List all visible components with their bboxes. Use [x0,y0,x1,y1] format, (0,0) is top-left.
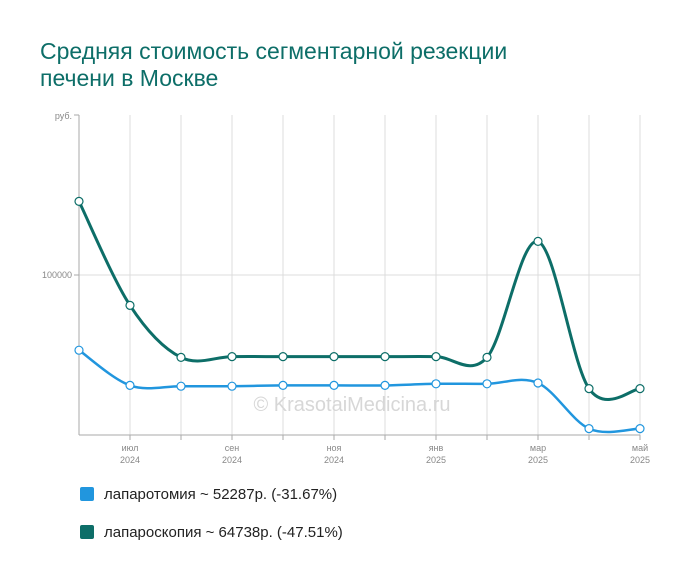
legend-item-laparoscopy[interactable]: лапароскопия ~ 64738р. (-47.51%) [80,522,343,542]
data-point-laparoscopy [584,384,594,394]
x-tick-label-year: 2024 [324,455,344,465]
series-group [74,196,645,434]
series-line-laparotomy [77,348,642,434]
data-point-laparoscopy [533,236,543,246]
legend-label-laparotomy: лапаротомия ~ 52287р. (-31.67%) [104,485,338,503]
y-axis-unit-label: руб. [55,111,72,121]
legend: лапаротомия ~ 52287р. (-31.67%) лапароск… [80,484,343,560]
series-line-laparoscopy [77,199,642,401]
x-tick-label-month: мар [530,443,546,453]
legend-label-laparoscopy: лапароскопия ~ 64738р. (-47.51%) [104,523,343,541]
axes [74,114,641,440]
x-tick-label-month: ноя [327,443,342,453]
data-point-laparotomy [584,424,594,434]
legend-swatch-laparotomy [80,487,94,501]
x-tick-label-month: май [632,443,648,453]
legend-swatch-laparoscopy [80,525,94,539]
chart-title-line-1: Средняя стоимость сегментарной резекции [40,38,508,64]
data-point-laparotomy [380,380,390,390]
data-point-laparotomy [482,379,492,389]
x-tick-label-year: 2024 [222,455,242,465]
data-point-laparotomy [533,378,543,388]
data-point-laparotomy [176,381,186,391]
y-tick-label: 100000 [42,270,72,280]
data-point-laparoscopy [278,352,288,362]
data-point-laparoscopy [482,352,492,362]
x-tick-label-month: янв [429,443,444,453]
data-point-laparoscopy [329,352,339,362]
x-tick-label-month: сен [225,443,240,453]
data-point-laparotomy [278,380,288,390]
legend-item-laparotomy[interactable]: лапаротомия ~ 52287р. (-31.67%) [80,484,343,504]
data-point-laparoscopy [176,352,186,362]
x-tick-label-year: 2024 [120,455,140,465]
data-point-laparotomy [125,380,135,390]
data-point-laparoscopy [431,352,441,362]
chart-title-line-2: печени в Москве [40,65,219,91]
data-point-laparoscopy [227,352,237,362]
data-point-laparotomy [635,424,645,434]
data-point-laparotomy [227,381,237,391]
watermark: © KrasotaiMedicina.ru [253,394,450,416]
data-point-laparoscopy [635,384,645,394]
x-tick-label-year: 2025 [528,455,548,465]
data-point-laparoscopy [125,300,135,310]
data-point-laparotomy [74,345,84,355]
axis-labels: руб. 100000 июл 2024 сен 2024 ноя 2024 янв 2025 ма… [42,111,650,465]
data-point-laparoscopy [380,352,390,362]
data-point-laparoscopy [74,196,84,206]
x-tick-label-year: 2025 [426,455,446,465]
data-point-laparotomy [329,380,339,390]
chart-title: Средняя стоимость сегментарной резекции … [40,38,600,92]
data-point-laparotomy [431,379,441,389]
x-tick-label-year: 2025 [630,455,650,465]
x-tick-label-month: июл [122,443,139,453]
